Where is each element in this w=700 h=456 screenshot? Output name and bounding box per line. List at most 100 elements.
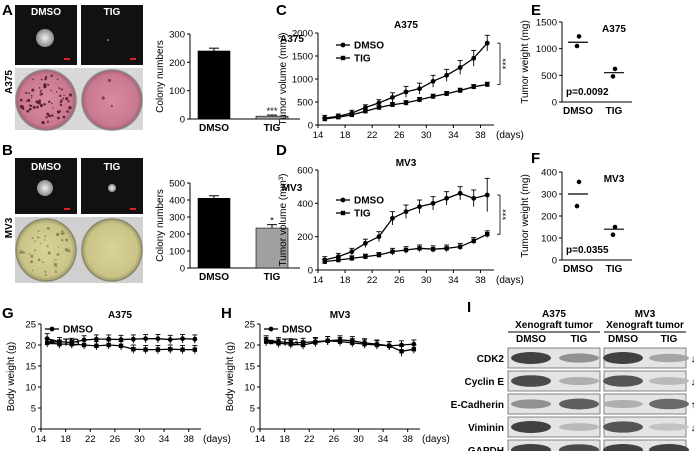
colony-dot (62, 115, 66, 119)
colony-dot (47, 120, 49, 122)
colony-dot (57, 246, 59, 248)
data-point (444, 72, 450, 78)
colony-dot (31, 237, 34, 240)
panel-a-tig-colony (107, 39, 109, 41)
data-point (106, 336, 112, 342)
colony-dot (46, 245, 49, 248)
y-tick-label: 0 (31, 425, 36, 436)
data-point (350, 340, 355, 346)
y-axis-label: Body weight (g) (225, 342, 236, 411)
data-point (168, 347, 173, 352)
y-axis-label: Tumor volume (mm³) (278, 174, 289, 267)
x-axis-unit: (days) (496, 130, 524, 141)
data-point (417, 86, 422, 92)
colony-dot (47, 83, 50, 86)
x-tick-label: 30 (421, 130, 432, 141)
x-tick-label: 34 (378, 434, 389, 445)
colony-dot (31, 96, 33, 99)
blot-band (511, 352, 551, 364)
x-tick-label: 14 (313, 130, 324, 141)
data-point (457, 88, 463, 93)
panel-e-scatter-chart: 0 500 1000 1500 Tumor weight (mg) A375 DMSO TIG… (520, 18, 632, 117)
x-axis-unit: (days) (496, 275, 524, 286)
x-tick-label: TIG (264, 272, 281, 283)
colony-dot (55, 259, 57, 261)
panel-e-letter: E (531, 2, 541, 19)
data-point (457, 65, 463, 70)
colony-dot (56, 78, 59, 80)
legend-label: TIG (282, 338, 299, 349)
colony-dot (46, 112, 50, 116)
chart-title: A375 (108, 310, 132, 321)
colony-dot (53, 259, 56, 261)
y-tick-label: 20 (244, 341, 255, 352)
colony-dot (56, 253, 59, 256)
y-tick-label: 0 (250, 425, 255, 436)
panel-h-letter: H (221, 305, 232, 322)
data-point (143, 347, 148, 352)
x-tick-label: DMSO (199, 272, 229, 283)
data-point (322, 116, 327, 122)
panel-a-row-label: A375 (4, 70, 15, 94)
blot-band (603, 421, 643, 433)
data-point (390, 102, 395, 107)
panel-d-letter: D (276, 142, 287, 159)
colony-dot (61, 238, 64, 242)
panel-b-dmso-colony (37, 180, 53, 196)
data-point (403, 100, 409, 106)
data-point (313, 340, 318, 345)
y-tick-label: 200 (169, 230, 185, 241)
panel-b-img-label-dmso: DMSO (31, 162, 61, 173)
p-value: p=0.0355 (566, 245, 609, 256)
x-tick-label: TIG (264, 123, 281, 134)
y-tick-label: 200 (541, 212, 557, 223)
blot-protein-label: E-Cadherin (451, 400, 504, 411)
colony-dot (30, 94, 33, 97)
colony-dot (38, 99, 41, 102)
blot-band (603, 352, 643, 364)
panel-b-tig-dish (81, 218, 143, 282)
x-tick-label: 38 (402, 434, 413, 445)
y-tick-label: 100 (541, 234, 557, 245)
data-point (390, 249, 395, 254)
y-tick-label: 0 (180, 115, 185, 126)
blot-band (649, 398, 689, 410)
colony-dot (50, 74, 53, 78)
panel-c-letter: C (276, 2, 287, 19)
colony-dot (37, 258, 41, 262)
data-point (403, 247, 409, 253)
colony-dot (47, 121, 49, 124)
x-tick-label: DMSO (199, 123, 229, 134)
y-tick-label: 100 (169, 86, 185, 97)
data-point (471, 84, 476, 90)
x-tick-label: 30 (421, 275, 432, 286)
data-point (349, 256, 355, 261)
panel-b-scale-bar (64, 208, 70, 210)
panel-b-colony-images: DMSO TIG (15, 158, 143, 283)
colony-dot (22, 251, 25, 254)
panel-g-line-chart: 0 5 10 15 20 25 14 18 22 26 30 34 38 (days) Body weigh… (6, 310, 231, 445)
colony-dot (66, 97, 68, 100)
data-point (444, 195, 450, 201)
x-axis-unit: (days) (422, 434, 450, 445)
x-tick-label: TIG (606, 106, 623, 117)
data-point (93, 336, 99, 342)
x-tick-label: 14 (313, 275, 324, 286)
colony-dot (39, 93, 42, 96)
colony-dot (63, 94, 65, 96)
colony-dot (46, 226, 50, 230)
panel-g-letter: G (2, 305, 14, 322)
data-point (337, 339, 343, 344)
panel-a-dish-colonies (19, 74, 113, 125)
colony-dot (30, 254, 34, 258)
y-tick-label: 1500 (536, 18, 557, 29)
x-tick-label: 30 (134, 434, 145, 445)
blot-band (511, 421, 551, 433)
blot-protein-label: CDK2 (477, 354, 505, 365)
data-point (118, 343, 124, 349)
data-point (485, 231, 490, 237)
data-point (106, 342, 111, 348)
panel-a-tig-image (81, 5, 143, 65)
colony-dot (32, 78, 34, 81)
